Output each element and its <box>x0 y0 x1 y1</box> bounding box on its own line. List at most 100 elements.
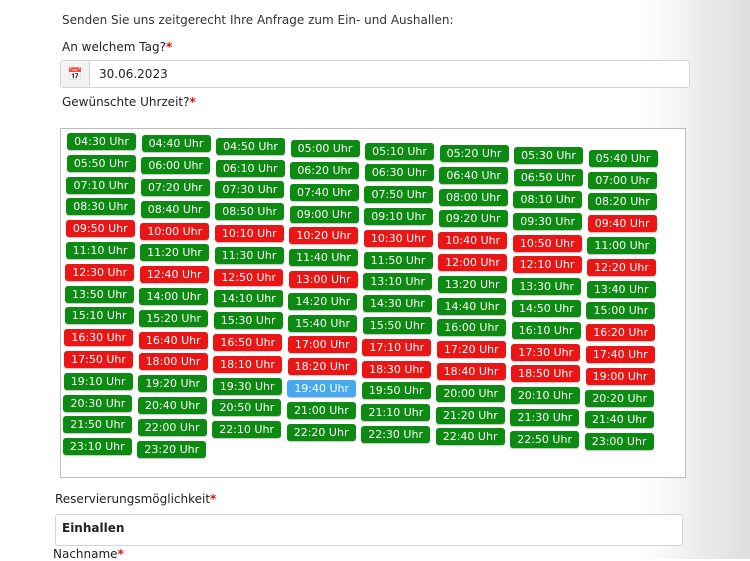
time-slot-button[interactable]: 21:40 Uhr <box>584 411 654 429</box>
time-slot-button[interactable]: 09:00 Uhr <box>289 205 359 223</box>
time-slot-button[interactable]: 11:40 Uhr <box>289 249 358 267</box>
time-slot-button[interactable]: 06:40 Uhr <box>439 166 509 184</box>
time-slot-button[interactable]: 22:50 Uhr <box>510 430 580 448</box>
date-value[interactable]: 30.06.2023 <box>99 67 168 81</box>
time-slot-button[interactable]: 22:20 Uhr <box>286 423 356 441</box>
time-slot-button[interactable]: 17:50 Uhr <box>64 351 133 368</box>
time-slot-button[interactable]: 23:10 Uhr <box>62 438 132 456</box>
time-slot-button[interactable]: 12:10 Uhr <box>512 256 582 274</box>
time-slot-button[interactable]: 20:00 Uhr <box>436 384 506 402</box>
time-slot-button[interactable]: 14:10 Uhr <box>213 290 283 308</box>
time-slot-button[interactable]: 12:50 Uhr <box>214 268 284 286</box>
time-slot-button[interactable]: 11:30 Uhr <box>214 246 284 264</box>
time-slot-button[interactable]: 17:00 Uhr <box>287 336 357 354</box>
time-slot-button[interactable]: 11:00 Uhr <box>587 237 657 254</box>
time-slot-button[interactable]: 18:20 Uhr <box>287 358 357 376</box>
time-slot-button[interactable]: 10:10 Uhr <box>214 225 284 242</box>
time-slot-button[interactable]: 05:40 Uhr <box>588 149 658 167</box>
time-slot-button[interactable]: 14:40 Uhr <box>437 297 507 315</box>
time-slot-button[interactable]: 22:10 Uhr <box>212 421 282 439</box>
time-slot-button[interactable]: 10:40 Uhr <box>438 232 508 250</box>
time-slot-button[interactable]: 16:30 Uhr <box>64 329 134 347</box>
time-slot-button[interactable]: 15:50 Uhr <box>362 317 432 334</box>
time-slot-button[interactable]: 18:00 Uhr <box>138 353 208 371</box>
time-slot-button[interactable]: 05:20 Uhr <box>439 145 509 162</box>
time-slot-button[interactable]: 20:50 Uhr <box>212 399 282 417</box>
time-slot-button[interactable]: 05:50 Uhr <box>66 154 136 172</box>
time-slot-button[interactable]: 08:30 Uhr <box>66 198 136 216</box>
time-slot-button[interactable]: 06:00 Uhr <box>141 157 211 175</box>
time-slot-button[interactable]: 18:10 Uhr <box>213 355 282 373</box>
time-slot-button[interactable]: 23:00 Uhr <box>584 433 654 451</box>
time-slot-button[interactable]: 15:40 Uhr <box>288 314 358 332</box>
time-slot-button[interactable]: 05:00 Uhr <box>290 140 360 158</box>
time-slot-button[interactable]: 11:20 Uhr <box>140 244 209 262</box>
time-slot-button[interactable]: 14:30 Uhr <box>362 295 432 313</box>
time-slot-button[interactable]: 10:20 Uhr <box>289 227 359 245</box>
time-slot-button[interactable]: 22:30 Uhr <box>361 426 431 443</box>
time-slot-button[interactable]: 08:10 Uhr <box>513 191 583 208</box>
time-slot-button[interactable]: 20:40 Uhr <box>137 397 207 414</box>
time-slot-button[interactable]: 21:50 Uhr <box>63 416 133 434</box>
time-slot-button[interactable]: 05:10 Uhr <box>365 142 434 160</box>
time-slot-button[interactable]: 05:30 Uhr <box>514 147 583 165</box>
time-slot-button[interactable]: 22:00 Uhr <box>137 418 207 436</box>
time-slot-button[interactable]: 14:00 Uhr <box>139 288 209 305</box>
time-slot-button[interactable]: 21:30 Uhr <box>510 409 580 426</box>
time-slot-button[interactable]: 09:10 Uhr <box>364 208 434 225</box>
date-field[interactable]: 📅 30.06.2023 <box>60 60 690 88</box>
time-slot-button[interactable]: 18:50 Uhr <box>511 365 580 383</box>
time-slot-button[interactable]: 20:10 Uhr <box>510 387 580 405</box>
time-slot-button[interactable]: 20:20 Uhr <box>585 389 655 407</box>
time-slot-button[interactable]: 07:50 Uhr <box>364 186 434 204</box>
time-slot-button[interactable]: 15:20 Uhr <box>139 309 209 327</box>
time-slot-button[interactable]: 12:00 Uhr <box>438 254 507 271</box>
time-slot-button[interactable]: 10:30 Uhr <box>363 229 433 247</box>
time-slot-button[interactable]: 23:20 Uhr <box>137 440 207 458</box>
time-slot-button[interactable]: 07:20 Uhr <box>140 179 210 196</box>
time-slot-button[interactable]: 08:50 Uhr <box>215 203 285 221</box>
time-slot-button[interactable]: 13:10 Uhr <box>363 273 433 291</box>
time-slot-button[interactable]: 09:20 Uhr <box>438 210 508 228</box>
time-slot-button[interactable]: 11:10 Uhr <box>65 242 135 259</box>
time-slot-button[interactable]: 07:10 Uhr <box>66 176 136 194</box>
reservation-select[interactable]: Einhallen <box>55 514 683 546</box>
time-slot-button[interactable]: 15:30 Uhr <box>213 312 283 330</box>
time-slot-button[interactable]: 12:40 Uhr <box>139 266 209 284</box>
time-slot-button[interactable]: 16:40 Uhr <box>138 331 208 349</box>
time-slot-button[interactable]: 16:20 Uhr <box>586 324 656 342</box>
reservation-value[interactable]: Einhallen <box>62 521 125 535</box>
time-slot-button[interactable]: 16:50 Uhr <box>213 334 283 351</box>
time-slot-button[interactable]: 08:40 Uhr <box>140 200 210 218</box>
time-slot-button[interactable]: 10:50 Uhr <box>512 234 582 252</box>
time-slot-button[interactable]: 22:40 Uhr <box>435 428 505 446</box>
time-slot-button[interactable]: 13:40 Uhr <box>586 280 656 298</box>
time-slot-button[interactable]: 08:20 Uhr <box>587 193 657 211</box>
time-slot-button[interactable]: 08:00 Uhr <box>438 188 508 206</box>
time-slot-button[interactable]: 19:40 Uhr <box>287 380 357 397</box>
time-slot-button[interactable]: 21:20 Uhr <box>435 406 505 424</box>
time-slot-button[interactable]: 17:10 Uhr <box>362 338 432 356</box>
time-slot-button[interactable]: 09:50 Uhr <box>65 220 135 238</box>
time-slot-button[interactable]: 16:00 Uhr <box>437 319 507 337</box>
time-slot-button[interactable]: 12:20 Uhr <box>587 258 656 276</box>
time-slot-button[interactable]: 20:30 Uhr <box>63 394 133 412</box>
time-slot-button[interactable]: 14:20 Uhr <box>288 292 358 310</box>
time-slot-button[interactable]: 19:20 Uhr <box>138 375 208 393</box>
time-slot-button[interactable]: 13:20 Uhr <box>437 275 507 293</box>
time-slot-button[interactable]: 06:10 Uhr <box>215 159 285 177</box>
time-slot-button[interactable]: 06:30 Uhr <box>364 164 434 182</box>
time-slot-button[interactable]: 19:50 Uhr <box>361 382 431 400</box>
time-slot-button[interactable]: 07:30 Uhr <box>215 181 285 199</box>
time-slot-button[interactable]: 04:40 Uhr <box>141 135 211 153</box>
time-slot-button[interactable]: 13:50 Uhr <box>64 285 134 303</box>
time-slot-button[interactable]: 18:30 Uhr <box>362 360 431 378</box>
time-slot-button[interactable]: 04:50 Uhr <box>216 137 285 155</box>
time-slot-button[interactable]: 13:30 Uhr <box>512 278 582 296</box>
time-slot-button[interactable]: 18:40 Uhr <box>436 363 506 380</box>
time-slot-button[interactable]: 19:10 Uhr <box>63 372 133 390</box>
time-slot-button[interactable]: 12:30 Uhr <box>65 263 135 281</box>
time-slot-button[interactable]: 06:50 Uhr <box>513 169 583 187</box>
time-slot-button[interactable]: 09:40 Uhr <box>587 215 657 233</box>
time-slot-button[interactable]: 19:00 Uhr <box>585 367 655 385</box>
